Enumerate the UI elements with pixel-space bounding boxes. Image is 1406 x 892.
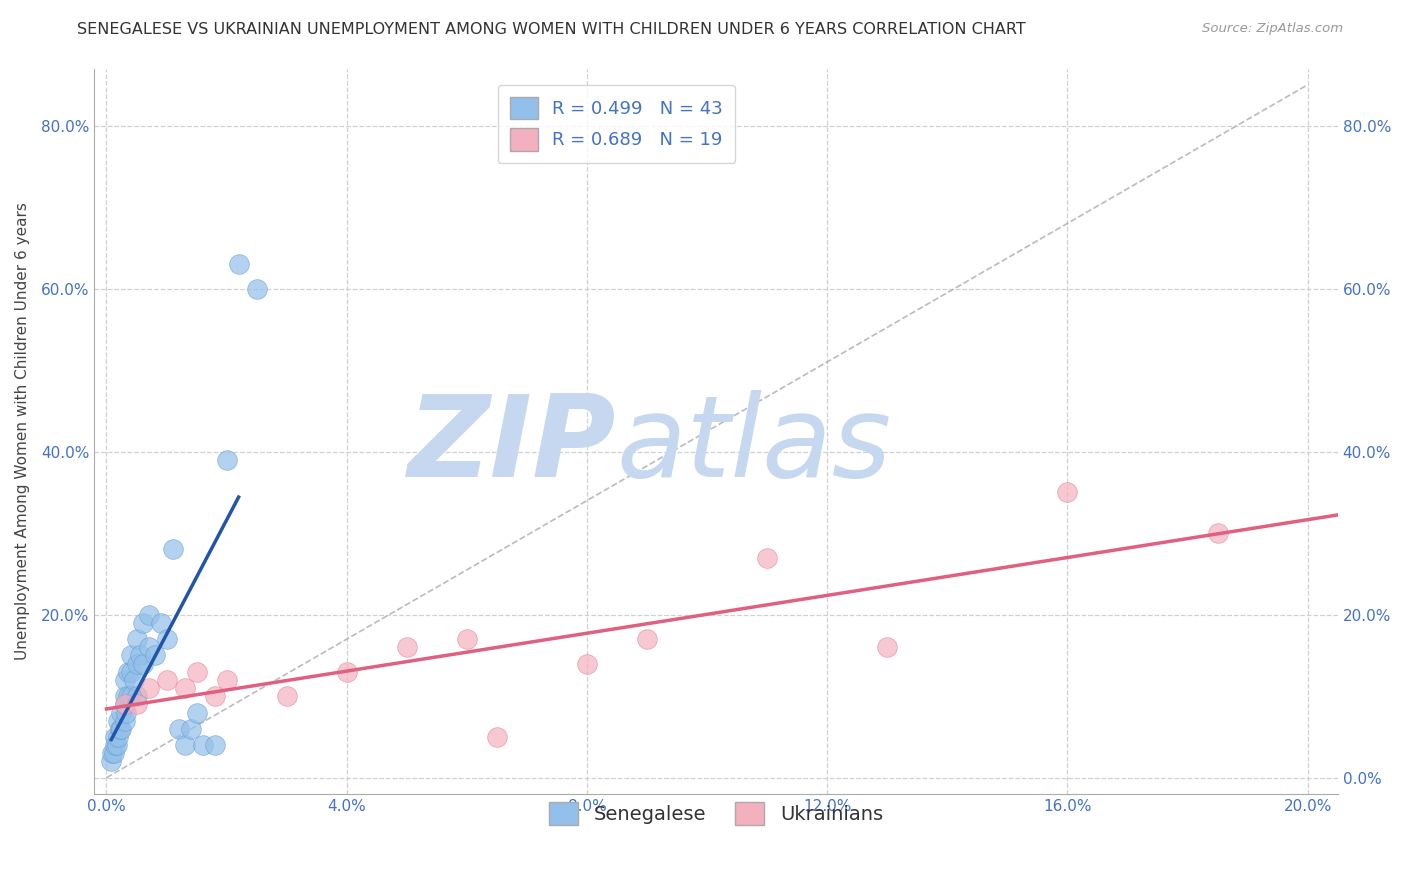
Text: Source: ZipAtlas.com: Source: ZipAtlas.com [1202,22,1343,36]
Point [107,714,129,728]
Point [103,746,125,760]
Point [173,738,195,752]
Point [125,690,148,704]
Point [114,690,136,704]
Point [117,665,139,679]
Point [456,632,478,647]
Point [114,673,136,687]
Point [125,698,148,712]
Point [575,657,598,671]
Text: atlas: atlas [617,391,891,501]
Point [125,657,148,671]
Point [1206,526,1229,541]
Legend: Senegalese, Ukrainians: Senegalese, Ukrainians [540,792,893,835]
Point [114,698,136,712]
Point [191,738,214,752]
Point [104,730,127,744]
Point [246,282,269,296]
Point [138,640,160,655]
Point [173,681,195,695]
Point [114,706,136,720]
Point [101,746,124,760]
Point [125,632,148,647]
Point [143,648,166,663]
Y-axis label: Unemployment Among Women with Children Under 6 years: Unemployment Among Women with Children U… [15,202,30,660]
Point [104,738,127,752]
Point [110,722,132,736]
Point [228,257,250,271]
Point [120,648,142,663]
Point [186,706,208,720]
Point [636,632,658,647]
Point [336,665,359,679]
Text: ZIP: ZIP [408,391,617,501]
Point [131,615,153,630]
Text: SENEGALESE VS UKRAINIAN UNEMPLOYMENT AMONG WOMEN WITH CHILDREN UNDER 6 YEARS COR: SENEGALESE VS UKRAINIAN UNEMPLOYMENT AMO… [77,22,1026,37]
Point [155,673,177,687]
Point [1056,485,1078,500]
Point [138,681,160,695]
Point [120,690,142,704]
Point [180,722,202,736]
Point [162,542,184,557]
Point [114,698,136,712]
Point [485,730,508,744]
Point [276,690,298,704]
Point [122,673,145,687]
Point [107,730,129,744]
Point [128,648,150,663]
Point [186,665,208,679]
Point [215,452,238,467]
Point [110,706,132,720]
Point [167,722,190,736]
Point [204,738,226,752]
Point [876,640,898,655]
Point [131,657,153,671]
Point [204,690,226,704]
Point [155,632,177,647]
Point [114,714,136,728]
Point [100,755,122,769]
Point [149,615,172,630]
Point [108,722,131,736]
Point [105,738,128,752]
Point [756,550,779,565]
Point [215,673,238,687]
Point [117,690,139,704]
Point [395,640,418,655]
Point [120,665,142,679]
Point [138,607,160,622]
